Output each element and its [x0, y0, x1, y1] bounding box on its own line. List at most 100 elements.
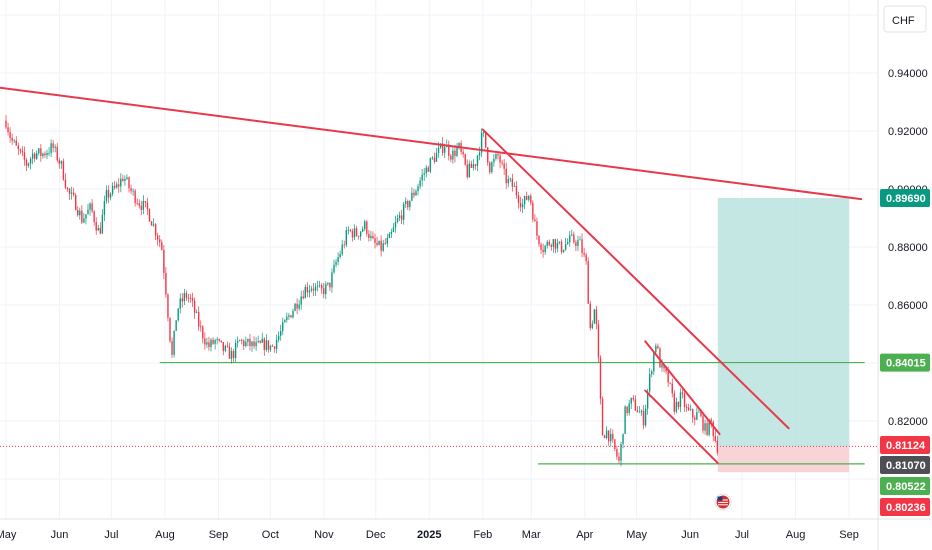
candle-body — [58, 160, 60, 164]
candle-body — [284, 319, 286, 323]
candle-body — [105, 190, 108, 202]
candle-body — [712, 421, 714, 437]
time-tick-label: 2025 — [417, 529, 441, 541]
candle-body — [275, 339, 278, 349]
candle-body — [669, 382, 671, 384]
candle-body — [294, 303, 296, 311]
candle-body — [109, 193, 112, 198]
time-tick-label: Sep — [839, 529, 859, 541]
candle-body — [702, 416, 704, 431]
candle-body — [310, 288, 313, 291]
candle-body — [458, 143, 460, 148]
candle-body — [101, 214, 104, 234]
candle-body — [181, 298, 183, 302]
time-tick-label: Jun — [681, 529, 699, 541]
candle-body — [81, 210, 83, 223]
candle-body — [333, 264, 335, 273]
candle-body — [480, 132, 483, 153]
candle-body — [87, 209, 89, 215]
time-tick-label: Aug — [155, 529, 175, 541]
time-axis[interactable]: May Jun Jul Aug Sep Oct Nov Dec 2025 Feb Mar Apr May… — [0, 529, 859, 541]
candle-body — [630, 397, 632, 404]
candle-body — [448, 144, 450, 156]
candle-body — [140, 205, 142, 210]
candle-body — [378, 240, 380, 245]
event-marker[interactable] — [714, 493, 732, 511]
price-tag-label: 0.84015 — [886, 358, 926, 370]
price-tick-label: 0.82000 — [888, 416, 928, 428]
candle-body — [714, 436, 716, 441]
candle-body — [567, 242, 569, 245]
candle-body — [657, 345, 659, 349]
candle-body — [653, 352, 655, 372]
candle-body — [671, 383, 673, 394]
candle-body — [111, 185, 114, 194]
candle-body — [519, 202, 522, 208]
candle-body — [614, 439, 616, 450]
candle-body — [618, 456, 620, 461]
candle-body — [546, 241, 548, 246]
candle-body — [312, 288, 315, 291]
candle-body — [173, 330, 175, 355]
candle-body — [52, 143, 54, 148]
candle-body — [11, 137, 13, 141]
candle-body — [425, 167, 427, 174]
candle-body — [444, 147, 446, 153]
candle-body — [380, 240, 382, 251]
candle-body — [95, 222, 97, 231]
price-tick-label: 0.92000 — [888, 126, 928, 138]
candle-body — [159, 239, 161, 243]
candle-body — [398, 215, 401, 219]
candle-body — [214, 340, 216, 344]
candle-body — [558, 241, 561, 243]
candle-body — [314, 286, 317, 291]
candle-body — [154, 224, 157, 236]
candle-body — [351, 230, 354, 238]
candle-body — [66, 187, 69, 189]
candle-body — [528, 195, 530, 200]
candle-body — [616, 449, 618, 457]
candle-body — [417, 186, 419, 192]
candle-body — [38, 148, 40, 154]
candle-body — [591, 323, 593, 329]
candle-body — [384, 243, 386, 245]
candle-body — [44, 153, 46, 156]
candle-body — [544, 245, 546, 253]
candle-body — [507, 179, 509, 184]
candle-body — [429, 158, 432, 172]
time-tick-label: Jul — [104, 529, 118, 541]
price-tag-label: 0.80236 — [886, 502, 926, 514]
long-term-resistance-trendline — [0, 86, 863, 201]
candle-body — [23, 152, 26, 160]
channel-lower-trendline — [644, 389, 719, 465]
candle-body — [573, 234, 575, 243]
candle-body — [208, 342, 210, 348]
candle-body — [698, 411, 700, 413]
candle-body — [5, 120, 7, 128]
candle-body — [523, 196, 526, 205]
candle-body — [292, 310, 294, 318]
candle-body — [228, 346, 231, 359]
candle-body — [116, 184, 118, 188]
candle-body — [191, 298, 194, 301]
candle-body — [357, 235, 360, 237]
candle-body — [370, 235, 372, 238]
support-levels — [159, 361, 865, 465]
position-zones — [717, 197, 850, 473]
candle-body — [27, 163, 30, 166]
candle-body — [175, 320, 177, 331]
candle-body — [388, 234, 391, 238]
candle-body — [48, 152, 50, 154]
currency-button[interactable] — [883, 5, 927, 33]
candle-body — [376, 242, 378, 245]
candle-body — [308, 290, 311, 293]
candle-body — [710, 419, 712, 422]
candle-body — [554, 239, 557, 249]
candle-body — [687, 407, 690, 410]
price-tag-0.81070 — [880, 456, 930, 474]
candle-body — [634, 399, 637, 411]
candle-body — [694, 417, 696, 420]
candle-body — [265, 340, 268, 350]
candle-body — [247, 338, 249, 342]
